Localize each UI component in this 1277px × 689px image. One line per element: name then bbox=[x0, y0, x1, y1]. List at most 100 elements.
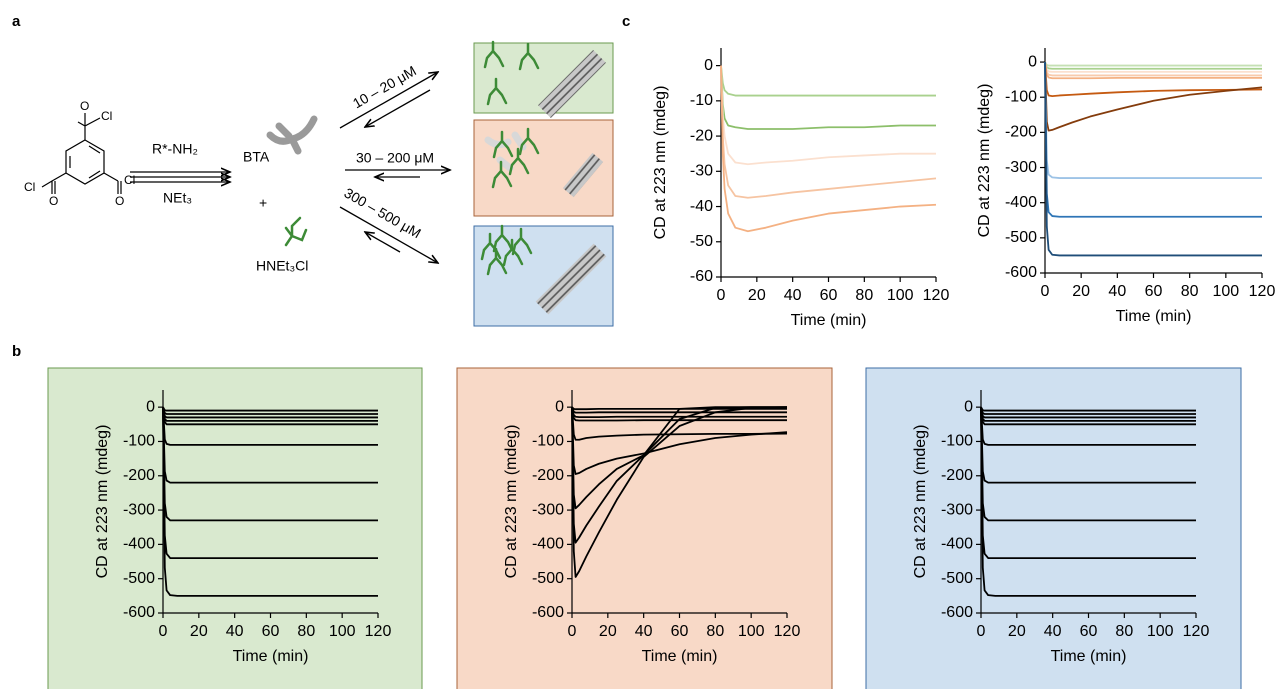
x-tick-label: 100 bbox=[1147, 623, 1174, 640]
x-tick-label: 0 bbox=[159, 623, 168, 640]
x-tick-label: 60 bbox=[262, 623, 280, 640]
condition: 10 – 20 μM bbox=[350, 62, 419, 111]
y-tick-label: -60 bbox=[690, 268, 713, 285]
y-tick-label: -30 bbox=[690, 163, 713, 180]
state-box bbox=[473, 40, 614, 118]
series-line bbox=[162, 406, 378, 419]
arrow bbox=[365, 232, 401, 253]
y-tick-label: -300 bbox=[1005, 159, 1037, 176]
series-line bbox=[720, 65, 937, 233]
x-tick-label: 20 bbox=[1072, 283, 1090, 300]
molecule bbox=[41, 113, 122, 194]
x-tick-label: 60 bbox=[820, 287, 838, 304]
condition: 30 – 200 μM bbox=[356, 150, 434, 166]
y-tick-label: -400 bbox=[941, 536, 973, 553]
series-line bbox=[980, 407, 1196, 522]
y-tick-label: -10 bbox=[690, 92, 713, 109]
x-axis-label: Time (min) bbox=[233, 648, 309, 665]
series-line bbox=[980, 406, 1196, 419]
plus: + bbox=[259, 195, 267, 211]
series-line bbox=[162, 406, 378, 412]
series-line bbox=[980, 407, 1196, 422]
x-tick-label: 40 bbox=[784, 287, 802, 304]
y-tick-label: 0 bbox=[1028, 53, 1037, 70]
y-tick-label: -300 bbox=[941, 501, 973, 518]
series-line bbox=[980, 407, 1196, 560]
series-line bbox=[571, 407, 788, 441]
reagent: R*-NH₂ bbox=[152, 141, 198, 157]
x-tick-label: 0 bbox=[977, 623, 986, 640]
x-tick-label: 120 bbox=[1249, 283, 1276, 300]
y-tick-label: -500 bbox=[532, 570, 564, 587]
y-tick-label: 0 bbox=[964, 398, 973, 415]
series-line bbox=[571, 406, 787, 418]
series-line bbox=[1044, 61, 1262, 73]
x-tick-label: 20 bbox=[748, 287, 766, 304]
x-tick-label: 100 bbox=[1212, 283, 1239, 300]
x-tick-label: 100 bbox=[329, 623, 356, 640]
x-tick-label: 100 bbox=[887, 287, 914, 304]
compound-label: BTA bbox=[243, 149, 270, 165]
arrow bbox=[339, 72, 438, 129]
series-line bbox=[720, 65, 937, 199]
series-line bbox=[571, 406, 787, 411]
x-axis-label: Time (min) bbox=[642, 648, 718, 665]
y-tick-label: -400 bbox=[1005, 194, 1037, 211]
x-tick-label: 80 bbox=[1181, 283, 1199, 300]
y-tick-label: -100 bbox=[532, 433, 564, 450]
arrow bbox=[339, 206, 438, 263]
series-line bbox=[1044, 62, 1262, 257]
x-tick-label: 120 bbox=[1183, 623, 1210, 640]
y-tick-label: -300 bbox=[532, 501, 564, 518]
x-axis-label: Time (min) bbox=[791, 312, 867, 329]
series-line bbox=[571, 407, 787, 422]
y-tick-label: -100 bbox=[941, 433, 973, 450]
series-line bbox=[1044, 62, 1263, 132]
series-line bbox=[1044, 61, 1262, 70]
atom: O bbox=[115, 194, 124, 208]
y-tick-label: -200 bbox=[532, 467, 564, 484]
series-line bbox=[980, 406, 1196, 415]
y-axis-label: CD at 223 nm (mdeg) bbox=[94, 425, 111, 579]
y-axis-label: CD at 223 nm (mdeg) bbox=[912, 425, 929, 579]
panel-bg bbox=[456, 367, 833, 689]
y-axis-label: CD at 223 nm (mdeg) bbox=[652, 86, 669, 240]
x-tick-label: 60 bbox=[1145, 283, 1163, 300]
compound-label: HNEt₃Cl bbox=[256, 258, 308, 274]
series-line bbox=[162, 407, 378, 426]
state-box bbox=[473, 119, 614, 217]
y-tick-label: -40 bbox=[690, 198, 713, 215]
series-line bbox=[162, 407, 378, 560]
x-axis-label: Time (min) bbox=[1051, 648, 1127, 665]
y-tick-label: -100 bbox=[1005, 88, 1037, 105]
state-box bbox=[473, 224, 614, 327]
x-tick-label: 40 bbox=[1044, 623, 1062, 640]
y-tick-label: -200 bbox=[941, 467, 973, 484]
series-line bbox=[162, 406, 378, 415]
x-tick-label: 80 bbox=[706, 623, 724, 640]
atom: Cl bbox=[101, 109, 112, 123]
series-line bbox=[720, 65, 936, 97]
series-line bbox=[1044, 61, 1262, 67]
atom: Cl bbox=[24, 180, 35, 194]
y-tick-label: -50 bbox=[690, 233, 713, 250]
x-tick-label: 80 bbox=[1115, 623, 1133, 640]
series-line bbox=[980, 406, 1196, 412]
x-tick-label: 120 bbox=[774, 623, 801, 640]
y-tick-label: -500 bbox=[1005, 229, 1037, 246]
y-tick-label: -20 bbox=[690, 127, 713, 144]
x-tick-label: 80 bbox=[297, 623, 315, 640]
series-line bbox=[162, 407, 378, 422]
series-line bbox=[571, 407, 788, 475]
x-tick-label: 80 bbox=[855, 287, 873, 304]
series-line bbox=[162, 407, 378, 484]
y-tick-label: -600 bbox=[123, 604, 155, 621]
atom: O bbox=[80, 99, 89, 113]
series-line bbox=[162, 407, 378, 446]
series-line bbox=[720, 65, 936, 166]
series-line bbox=[980, 407, 1196, 426]
series-line bbox=[162, 407, 378, 597]
y-tick-label: -600 bbox=[1005, 264, 1037, 281]
series-line bbox=[720, 65, 936, 130]
